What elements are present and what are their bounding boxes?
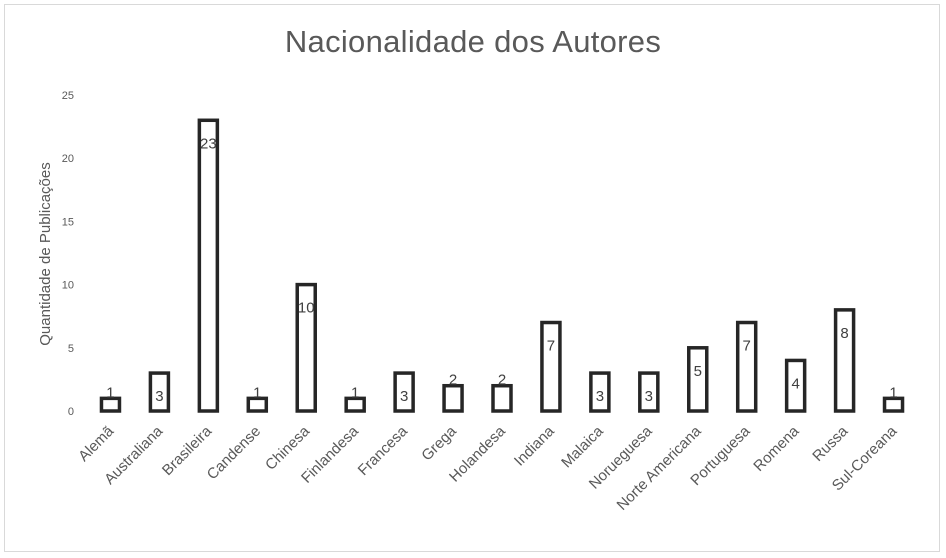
- data-label: 1: [351, 384, 359, 401]
- y-tick-label: 15: [62, 216, 74, 228]
- category-label: Malaica: [558, 422, 607, 471]
- y-tick-label: 20: [62, 153, 74, 165]
- category-label: Candense: [204, 423, 264, 483]
- bar: [491, 383, 513, 413]
- category-label: Alemã: [75, 422, 118, 465]
- data-labels: 1 3 23 1 10 1 3 2 2 7 3 3 5 7 4 8 1: [106, 135, 897, 405]
- y-tick-label: 0: [68, 406, 74, 418]
- y-axis-label: Quantidade de Publicações: [37, 162, 54, 345]
- data-label: 7: [743, 338, 751, 355]
- bar: [638, 371, 660, 413]
- bar: [442, 383, 464, 413]
- bar: [589, 371, 611, 413]
- category-label: Norte Americana: [614, 422, 705, 513]
- data-label: 3: [596, 388, 604, 405]
- category-label: Romena: [750, 422, 803, 475]
- data-label: 3: [645, 388, 653, 405]
- data-label: 10: [298, 300, 315, 317]
- category-label: Russa: [809, 422, 852, 465]
- chart-title: Nacionalidade dos Autores: [284, 24, 662, 59]
- bar: [99, 396, 122, 413]
- bar: [393, 371, 415, 413]
- bar: [833, 308, 856, 413]
- data-label: 3: [155, 388, 163, 405]
- bar: [882, 396, 905, 413]
- category-label: Francesa: [355, 422, 412, 479]
- data-label: 4: [791, 375, 799, 392]
- category-labels: AlemãAustralianaBrasileiraCandenseChines…: [75, 422, 901, 513]
- data-label: 7: [547, 338, 555, 355]
- bar: [197, 118, 220, 413]
- data-label: 1: [253, 384, 261, 401]
- bars: [99, 118, 905, 413]
- y-tick-label: 5: [68, 343, 74, 355]
- y-tick-label: 25: [62, 90, 74, 102]
- data-label: 5: [694, 363, 702, 380]
- data-label: 8: [840, 325, 848, 342]
- data-label: 3: [400, 388, 408, 405]
- bar: [246, 396, 269, 413]
- y-axis-ticks: 0 5 10 15 20 25: [62, 90, 74, 418]
- bar: [295, 282, 317, 413]
- y-tick-label: 10: [62, 280, 74, 292]
- category-label: Indiana: [511, 422, 558, 469]
- data-label: 23: [200, 135, 217, 152]
- data-label: 2: [498, 372, 506, 389]
- data-label: 1: [106, 384, 114, 401]
- bar: [784, 358, 807, 413]
- bar: [735, 320, 758, 413]
- bar: [687, 346, 709, 413]
- data-label: 2: [449, 372, 457, 389]
- bar: [540, 320, 562, 413]
- bar: [344, 396, 366, 413]
- category-label: Grega: [418, 422, 460, 464]
- bar: [148, 371, 171, 413]
- data-label: 1: [889, 384, 897, 401]
- chart-area: [4, 4, 940, 552]
